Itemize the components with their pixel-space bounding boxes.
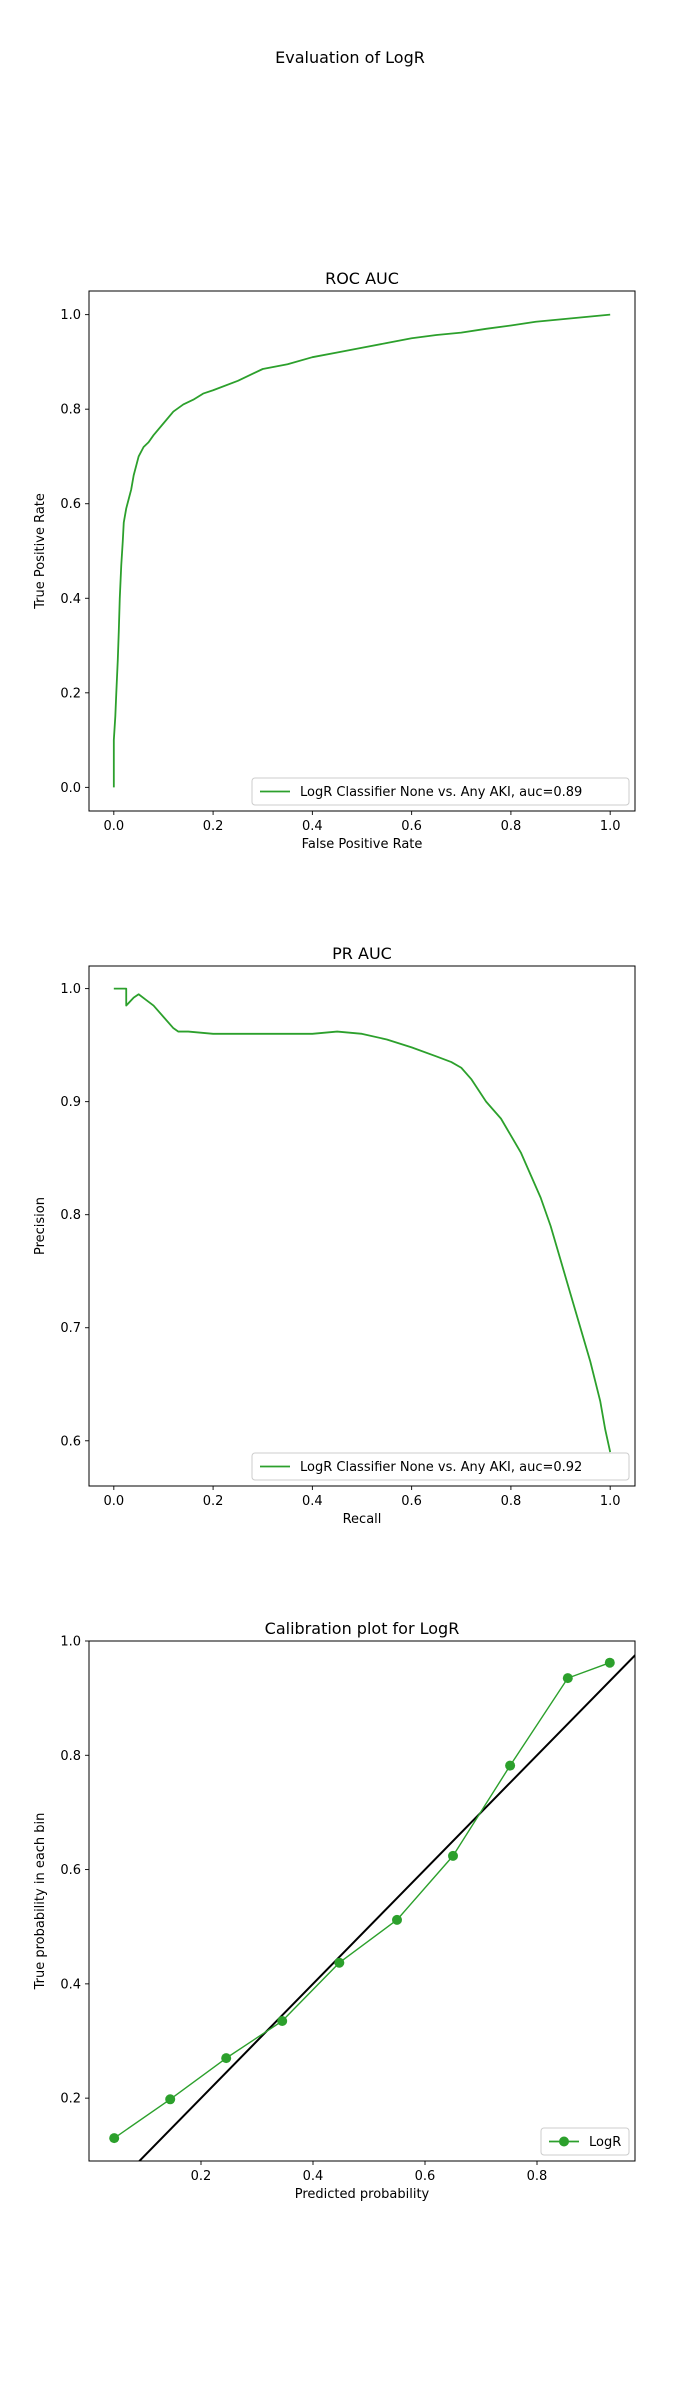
roc-ytick-label: 0.8 xyxy=(60,403,81,418)
roc-xlabel: False Positive Rate xyxy=(302,837,423,852)
calibration-ytick-label: 0.4 xyxy=(60,1977,81,1992)
roc-ytick-label: 1.0 xyxy=(60,308,81,323)
calibration-data-point xyxy=(392,1914,402,1925)
calibration-xtick-label: 0.2 xyxy=(191,2169,212,2184)
calibration-data-point xyxy=(109,2133,120,2144)
roc-xtick-label: 0.6 xyxy=(401,819,422,834)
calibration-data-point xyxy=(505,1760,516,1771)
calibration-ytick-label: 0.2 xyxy=(60,2092,81,2107)
calibration-data-point xyxy=(277,2016,288,2026)
pr-ytick-label: 0.9 xyxy=(60,1095,81,1110)
calibration-legend: LogR xyxy=(540,2127,630,2156)
calibration-ytick-label: 0.6 xyxy=(60,1863,81,1878)
roc-xtick-label: 0.0 xyxy=(103,819,124,834)
roc-xtick-label: 1.0 xyxy=(600,819,621,834)
calibration-legend-marker xyxy=(559,2136,569,2147)
calibration-xtick-label: 0.8 xyxy=(527,2169,548,2184)
roc-legend: LogR Classifier None vs. Any AKI, auc=0.… xyxy=(251,777,630,806)
pr-plot-frame xyxy=(88,965,636,1487)
calibration-title: Calibration plot for LogR xyxy=(265,1619,460,1638)
pr-xtick-label: 1.0 xyxy=(600,1494,621,1509)
roc-legend-label: LogR Classifier None vs. Any AKI, auc=0.… xyxy=(300,785,582,800)
calibration-xtick-label: 0.4 xyxy=(303,2169,324,2184)
roc-ytick-label: 0.6 xyxy=(60,497,81,512)
pr-xtick-label: 0.4 xyxy=(302,1494,323,1509)
pr-ytick-label: 0.8 xyxy=(60,1208,81,1223)
figure-title: Evaluation of LogR xyxy=(275,48,425,67)
roc-ytick-label: 0.2 xyxy=(60,686,81,701)
calibration-plot-frame xyxy=(88,1640,636,2162)
pr-ytick-label: 0.7 xyxy=(60,1321,81,1336)
calibration-ytick-label: 1.0 xyxy=(60,1635,81,1650)
calibration-data-point xyxy=(165,2094,176,2105)
roc-plot-frame xyxy=(88,290,636,812)
pr-xtick-label: 0.8 xyxy=(501,1494,522,1509)
calibration-legend-box xyxy=(540,2127,630,2156)
pr-title: PR AUC xyxy=(332,944,392,963)
pr-xtick-label: 0.0 xyxy=(103,1494,124,1509)
pr-ylabel: Precision xyxy=(33,1197,48,1255)
pr-legend-box xyxy=(251,1452,630,1481)
roc-legend-box xyxy=(251,777,630,806)
roc-xtick-label: 0.4 xyxy=(302,819,323,834)
pr-series-line xyxy=(113,987,612,1453)
calibration-data-point xyxy=(221,2053,232,2064)
roc-ytick-label: 0.4 xyxy=(60,592,81,607)
calibration-xtick-label: 0.6 xyxy=(415,2169,436,2184)
roc-series-line xyxy=(112,313,611,788)
calibration-chart: Calibration plot for LogR 0.2 0.4 0.6 0.8 0.2… xyxy=(33,1619,636,2202)
roc-ytick-label: 0.0 xyxy=(60,781,81,796)
pr-ytick-label: 1.0 xyxy=(60,982,81,997)
calibration-ytick-label: 0.8 xyxy=(60,1749,81,1764)
calibration-data-point xyxy=(334,1957,345,1968)
calibration-data-point xyxy=(448,1850,458,1861)
calibration-legend-label: LogR xyxy=(589,2135,621,2150)
calibration-series-line xyxy=(113,1662,611,2139)
pr-xlabel: Recall xyxy=(343,1512,382,1527)
pr-ytick-label: 0.6 xyxy=(60,1434,81,1449)
pr-legend: LogR Classifier None vs. Any AKI, auc=0.… xyxy=(251,1452,630,1481)
calibration-data-point xyxy=(562,1673,573,1684)
calibration-xlabel: Predicted probability xyxy=(295,2187,430,2202)
pr-xtick-label: 0.2 xyxy=(203,1494,224,1509)
roc-xtick-label: 0.2 xyxy=(203,819,224,834)
roc-title: ROC AUC xyxy=(325,269,399,288)
calibration-ylabel: True probability in each bin xyxy=(33,1813,48,1991)
roc-chart: ROC AUC 0.0 0.2 0.4 0.6 0.8 1.0 0.0 0.2 0.4 0.6 0.8… xyxy=(33,269,636,852)
roc-xtick-label: 0.8 xyxy=(501,819,522,834)
roc-ylabel: True Positive Rate xyxy=(33,493,48,610)
calibration-data-point xyxy=(604,1657,615,1668)
calibration-reference-line xyxy=(137,1653,635,2161)
pr-xtick-label: 0.6 xyxy=(401,1494,422,1509)
pr-chart: PR AUC 0.0 0.2 0.4 0.6 0.8 1.0 0.6 0.7 0.8 0.9 1.0 R… xyxy=(33,944,636,1527)
pr-legend-label: LogR Classifier None vs. Any AKI, auc=0.… xyxy=(300,1460,582,1475)
